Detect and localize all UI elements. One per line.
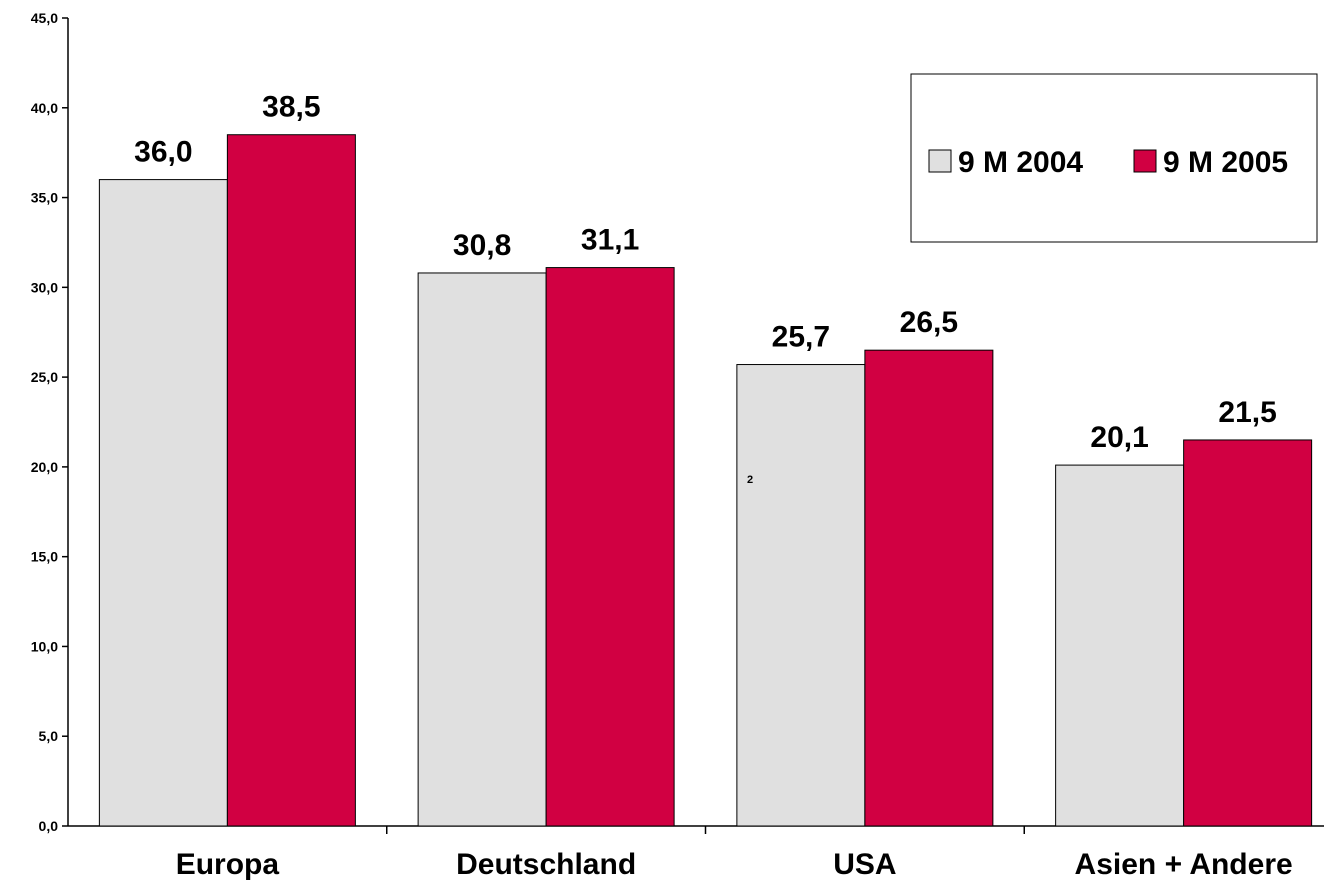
y-tick-label: 0,0 — [39, 818, 59, 834]
annotation-mark: 2 — [747, 474, 753, 486]
data-label-asien-andere-9-m-2004: 20,1 — [1090, 421, 1148, 454]
data-label-deutschland-9-m-2004: 30,8 — [453, 229, 511, 262]
y-tick-label: 5,0 — [39, 728, 59, 744]
legend: 9 M 2004 9 M 2005 — [910, 73, 1318, 243]
y-tick-label: 35,0 — [31, 190, 58, 206]
y-tick-label: 30,0 — [31, 279, 58, 295]
data-label-usa-9-m-2004: 25,7 — [772, 321, 830, 354]
legend-swatch-9m-2005 — [1133, 149, 1157, 173]
y-tick-label: 25,0 — [31, 369, 58, 385]
bar-asien-andere-9-m-2005 — [1183, 439, 1313, 827]
x-category-label: Europa — [176, 848, 280, 881]
y-tick-label: 10,0 — [31, 638, 58, 654]
bar-deutschland-9-m-2004 — [417, 272, 547, 827]
x-category-label: USA — [833, 848, 896, 881]
x-category-label: Deutschland — [456, 848, 636, 881]
bar-usa-9-m-2005 — [864, 349, 994, 827]
y-tick-label: 40,0 — [31, 100, 58, 116]
legend-label-9m-2004: 9 M 2004 — [958, 146, 1083, 179]
bar-usa-9-m-2004 — [736, 364, 866, 827]
legend-label-9m-2005: 9 M 2005 — [1163, 146, 1288, 179]
legend-swatch-9m-2004 — [928, 149, 952, 173]
x-category-label: Asien + Andere — [1075, 848, 1293, 881]
bar-europa-9-m-2004 — [98, 179, 228, 827]
bar-europa-9-m-2005 — [226, 134, 356, 827]
y-tick-label: 15,0 — [31, 549, 58, 565]
data-label-deutschland-9-m-2005: 31,1 — [581, 224, 639, 257]
legend-box — [910, 73, 1318, 243]
bar-asien-andere-9-m-2004 — [1055, 464, 1185, 827]
data-label-europa-9-m-2005: 38,5 — [262, 91, 320, 124]
data-label-asien-andere-9-m-2005: 21,5 — [1218, 396, 1276, 429]
y-tick-label: 20,0 — [31, 459, 58, 475]
data-label-europa-9-m-2004: 36,0 — [134, 136, 192, 169]
y-tick-label: 45,0 — [31, 10, 58, 26]
bar-deutschland-9-m-2005 — [545, 267, 675, 827]
data-label-usa-9-m-2005: 26,5 — [900, 306, 958, 339]
